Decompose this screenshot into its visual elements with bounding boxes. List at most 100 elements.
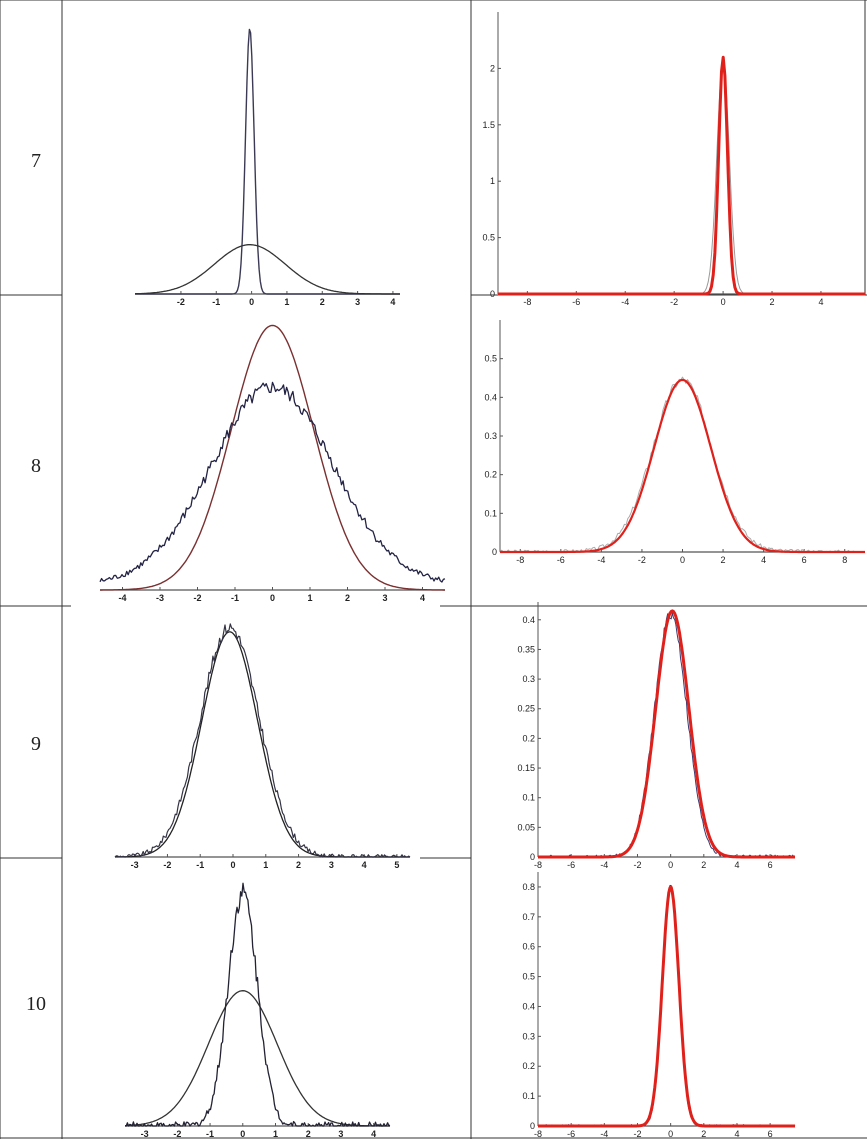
x-tick-label: -1 (231, 593, 239, 603)
y-tick-label: 0.3 (522, 1031, 535, 1041)
x-tick-label: 0 (680, 555, 685, 565)
x-tick-label: 1 (284, 297, 289, 307)
x-tick-label: 6 (768, 860, 773, 870)
y-tick-label: 0.1 (522, 793, 535, 803)
x-tick-label: 6 (768, 1129, 773, 1139)
x-tick-label: 5 (394, 860, 399, 870)
y-tick-label: 0.8 (522, 882, 535, 892)
x-tick-label: -4 (600, 1129, 608, 1139)
y-tick-label: 0.6 (522, 942, 535, 952)
x-tick-label: -6 (567, 860, 575, 870)
x-tick-label: 0 (270, 593, 275, 603)
series-line-1 (498, 55, 865, 296)
chart-row8-left: -4 -3 -2 -1 0 1 2 3 4 (99, 324, 446, 603)
x-tick-label: 3 (338, 1129, 343, 1139)
x-tick-label: 4 (390, 297, 395, 307)
x-tick-label: 2 (296, 860, 301, 870)
x-tick-label: 2 (721, 555, 726, 565)
series-line-1 (125, 882, 391, 1127)
x-tick-label: 8 (842, 555, 847, 565)
x-tick-label: -1 (206, 1129, 214, 1139)
y-tick-label: 0.3 (484, 431, 497, 441)
x-tick-label: -3 (141, 1129, 149, 1139)
y-tick-label: 0.05 (517, 822, 535, 832)
x-tick-label: 0 (249, 297, 254, 307)
x-tick-label: 4 (420, 593, 425, 603)
y-tick-label: 0.4 (522, 615, 535, 625)
x-tick-label: -2 (633, 860, 641, 870)
x-tick-label: -1 (196, 860, 204, 870)
y-tick-label: 2 (490, 63, 495, 73)
series-line-0 (114, 631, 410, 858)
x-tick-label: -2 (177, 297, 185, 307)
series-line-1 (114, 623, 411, 858)
x-tick-label: 1 (263, 860, 268, 870)
x-tick-label: 2 (701, 860, 706, 870)
x-tick-label: 2 (770, 297, 775, 307)
x-tick-label: 0 (668, 860, 673, 870)
x-tick-label: 4 (734, 1129, 739, 1139)
x-tick-label: 3 (382, 593, 387, 603)
y-tick-label: 0 (492, 547, 497, 557)
y-tick-label: 1.5 (482, 120, 495, 130)
y-tick-label: 0 (490, 289, 495, 299)
y-tick-label: 0.5 (484, 354, 497, 364)
x-tick-label: -2 (638, 555, 646, 565)
chart-row10-right: -8 -6 -4 -2 0 2 4 6 0 0.1 0.2 0.3 0.4 0.5 0.6 0.7 0.8 (522, 872, 796, 1139)
x-tick-label: -6 (557, 555, 565, 565)
series-line-1 (135, 244, 400, 295)
series-line-1 (537, 885, 796, 1128)
chart-row8-right: -8 -6 -4 -2 0 2 4 6 8 0 0.1 0.2 0.3 0.4 0.5 (484, 320, 865, 565)
x-tick-label: -2 (633, 1129, 641, 1139)
x-tick-label: 4 (734, 860, 739, 870)
x-tick-label: -2 (173, 1129, 181, 1139)
x-tick-label: -4 (621, 297, 629, 307)
series-line-0 (537, 612, 796, 858)
x-tick-label: -2 (193, 593, 201, 603)
series-line-0 (125, 990, 390, 1127)
y-tick-label: 1 (490, 176, 495, 186)
series-line-0 (135, 28, 400, 295)
x-tick-label: -3 (156, 593, 164, 603)
x-tick-label: 2 (701, 1129, 706, 1139)
chart-row7-left: -2 -1 0 1 2 3 4 (135, 28, 400, 307)
x-tick-label: 4 (761, 555, 766, 565)
series-line-0 (498, 58, 865, 295)
y-tick-label: 0.1 (522, 1091, 535, 1101)
x-tick-label: 6 (802, 555, 807, 565)
x-tick-label: 0 (721, 297, 726, 307)
x-tick-label: -2 (163, 860, 171, 870)
x-tick-label: -6 (572, 297, 580, 307)
y-tick-label: 0.2 (522, 733, 535, 743)
y-tick-label: 0.5 (482, 233, 495, 243)
x-tick-label: -8 (534, 1129, 542, 1139)
series-line-0 (100, 324, 445, 591)
row-label-7: 7 (31, 150, 41, 172)
y-tick-label: 0.5 (522, 972, 535, 982)
y-tick-label: 0.15 (517, 763, 535, 773)
x-tick-label: 0 (240, 1129, 245, 1139)
x-tick-label: -8 (534, 860, 542, 870)
x-tick-label: -6 (567, 1129, 575, 1139)
x-tick-label: -1 (212, 297, 220, 307)
y-tick-label: 0.4 (484, 392, 497, 402)
x-tick-label: 4 (818, 297, 823, 307)
x-tick-label: 3 (329, 860, 334, 870)
row-label-10: 10 (26, 993, 46, 1015)
series-line-1 (99, 381, 446, 583)
y-tick-label: 0.2 (484, 470, 497, 480)
x-tick-label: 4 (362, 860, 367, 870)
series-line-1 (537, 609, 796, 859)
chart-row7-right: -8 -6 -4 -2 0 2 4 0 0.5 1 1.5 2 (482, 12, 865, 307)
x-tick-label: -4 (600, 860, 608, 870)
x-tick-label: -2 (670, 297, 678, 307)
y-tick-label: 0.2 (522, 1061, 535, 1071)
x-tick-label: 0 (230, 860, 235, 870)
x-tick-label: -8 (516, 555, 524, 565)
y-tick-label: 0.7 (522, 912, 535, 922)
y-tick-label: 0 (530, 1121, 535, 1131)
x-tick-label: -3 (131, 860, 139, 870)
